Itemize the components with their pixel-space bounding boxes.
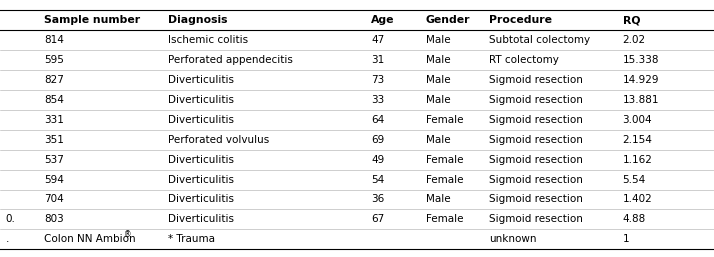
Text: * Trauma: * Trauma — [168, 234, 215, 244]
Text: Diverticulitis: Diverticulitis — [168, 95, 233, 105]
Text: Gender: Gender — [426, 15, 470, 25]
Text: 2.02: 2.02 — [623, 35, 645, 45]
Text: 2.154: 2.154 — [623, 135, 653, 145]
Text: Subtotal colectomy: Subtotal colectomy — [489, 35, 590, 45]
Text: 15.338: 15.338 — [623, 55, 659, 65]
Text: Sigmoid resection: Sigmoid resection — [489, 155, 583, 165]
Text: 5.54: 5.54 — [623, 175, 646, 185]
Text: 827: 827 — [44, 75, 64, 85]
Text: 4.88: 4.88 — [623, 214, 646, 224]
Text: RT colectomy: RT colectomy — [489, 55, 559, 65]
Text: 537: 537 — [44, 155, 64, 165]
Text: 595: 595 — [44, 55, 64, 65]
Text: 67: 67 — [371, 214, 385, 224]
Text: unknown: unknown — [489, 234, 537, 244]
Text: 49: 49 — [371, 155, 385, 165]
Text: Sigmoid resection: Sigmoid resection — [489, 214, 583, 224]
Text: Diagnosis: Diagnosis — [168, 15, 227, 25]
Text: Male: Male — [426, 55, 450, 65]
Text: 594: 594 — [44, 175, 64, 185]
Text: 36: 36 — [371, 195, 385, 205]
Text: Female: Female — [426, 115, 463, 125]
Text: Male: Male — [426, 95, 450, 105]
Text: 31: 31 — [371, 55, 385, 65]
Text: 14.929: 14.929 — [623, 75, 659, 85]
Text: Sigmoid resection: Sigmoid resection — [489, 195, 583, 205]
Text: Sigmoid resection: Sigmoid resection — [489, 115, 583, 125]
Text: Age: Age — [371, 15, 395, 25]
Text: Procedure: Procedure — [489, 15, 552, 25]
Text: Diverticulitis: Diverticulitis — [168, 195, 233, 205]
Text: Female: Female — [426, 175, 463, 185]
Text: 54: 54 — [371, 175, 385, 185]
Text: Ischemic colitis: Ischemic colitis — [168, 35, 248, 45]
Text: 73: 73 — [371, 75, 385, 85]
Text: 13.881: 13.881 — [623, 95, 659, 105]
Text: 64: 64 — [371, 115, 385, 125]
Text: 1: 1 — [623, 234, 629, 244]
Text: 331: 331 — [44, 115, 64, 125]
Text: Diverticulitis: Diverticulitis — [168, 155, 233, 165]
Text: 69: 69 — [371, 135, 385, 145]
Text: 854: 854 — [44, 95, 64, 105]
Text: 0.: 0. — [6, 214, 16, 224]
Text: Sigmoid resection: Sigmoid resection — [489, 95, 583, 105]
Text: Male: Male — [426, 135, 450, 145]
Text: Female: Female — [426, 214, 463, 224]
Text: .: . — [6, 234, 9, 244]
Text: 351: 351 — [44, 135, 64, 145]
Text: Male: Male — [426, 195, 450, 205]
Text: 1.162: 1.162 — [623, 155, 653, 165]
Text: 1.402: 1.402 — [623, 195, 653, 205]
Text: 3.004: 3.004 — [623, 115, 652, 125]
Text: 704: 704 — [44, 195, 64, 205]
Text: 803: 803 — [44, 214, 64, 224]
Text: Sample number: Sample number — [44, 15, 141, 25]
Text: Male: Male — [426, 75, 450, 85]
Text: Female: Female — [426, 155, 463, 165]
Text: 33: 33 — [371, 95, 385, 105]
Text: ®: ® — [124, 231, 132, 240]
Text: Perforated appendecitis: Perforated appendecitis — [168, 55, 293, 65]
Text: Sigmoid resection: Sigmoid resection — [489, 175, 583, 185]
Text: Sigmoid resection: Sigmoid resection — [489, 135, 583, 145]
Text: Perforated volvulus: Perforated volvulus — [168, 135, 269, 145]
Text: Male: Male — [426, 35, 450, 45]
Text: Colon NN Ambion: Colon NN Ambion — [44, 234, 136, 244]
Text: RQ: RQ — [623, 15, 640, 25]
Text: Diverticulitis: Diverticulitis — [168, 175, 233, 185]
Text: 47: 47 — [371, 35, 385, 45]
Text: Diverticulitis: Diverticulitis — [168, 214, 233, 224]
Text: Diverticulitis: Diverticulitis — [168, 115, 233, 125]
Text: Diverticulitis: Diverticulitis — [168, 75, 233, 85]
Text: Sigmoid resection: Sigmoid resection — [489, 75, 583, 85]
Text: 814: 814 — [44, 35, 64, 45]
